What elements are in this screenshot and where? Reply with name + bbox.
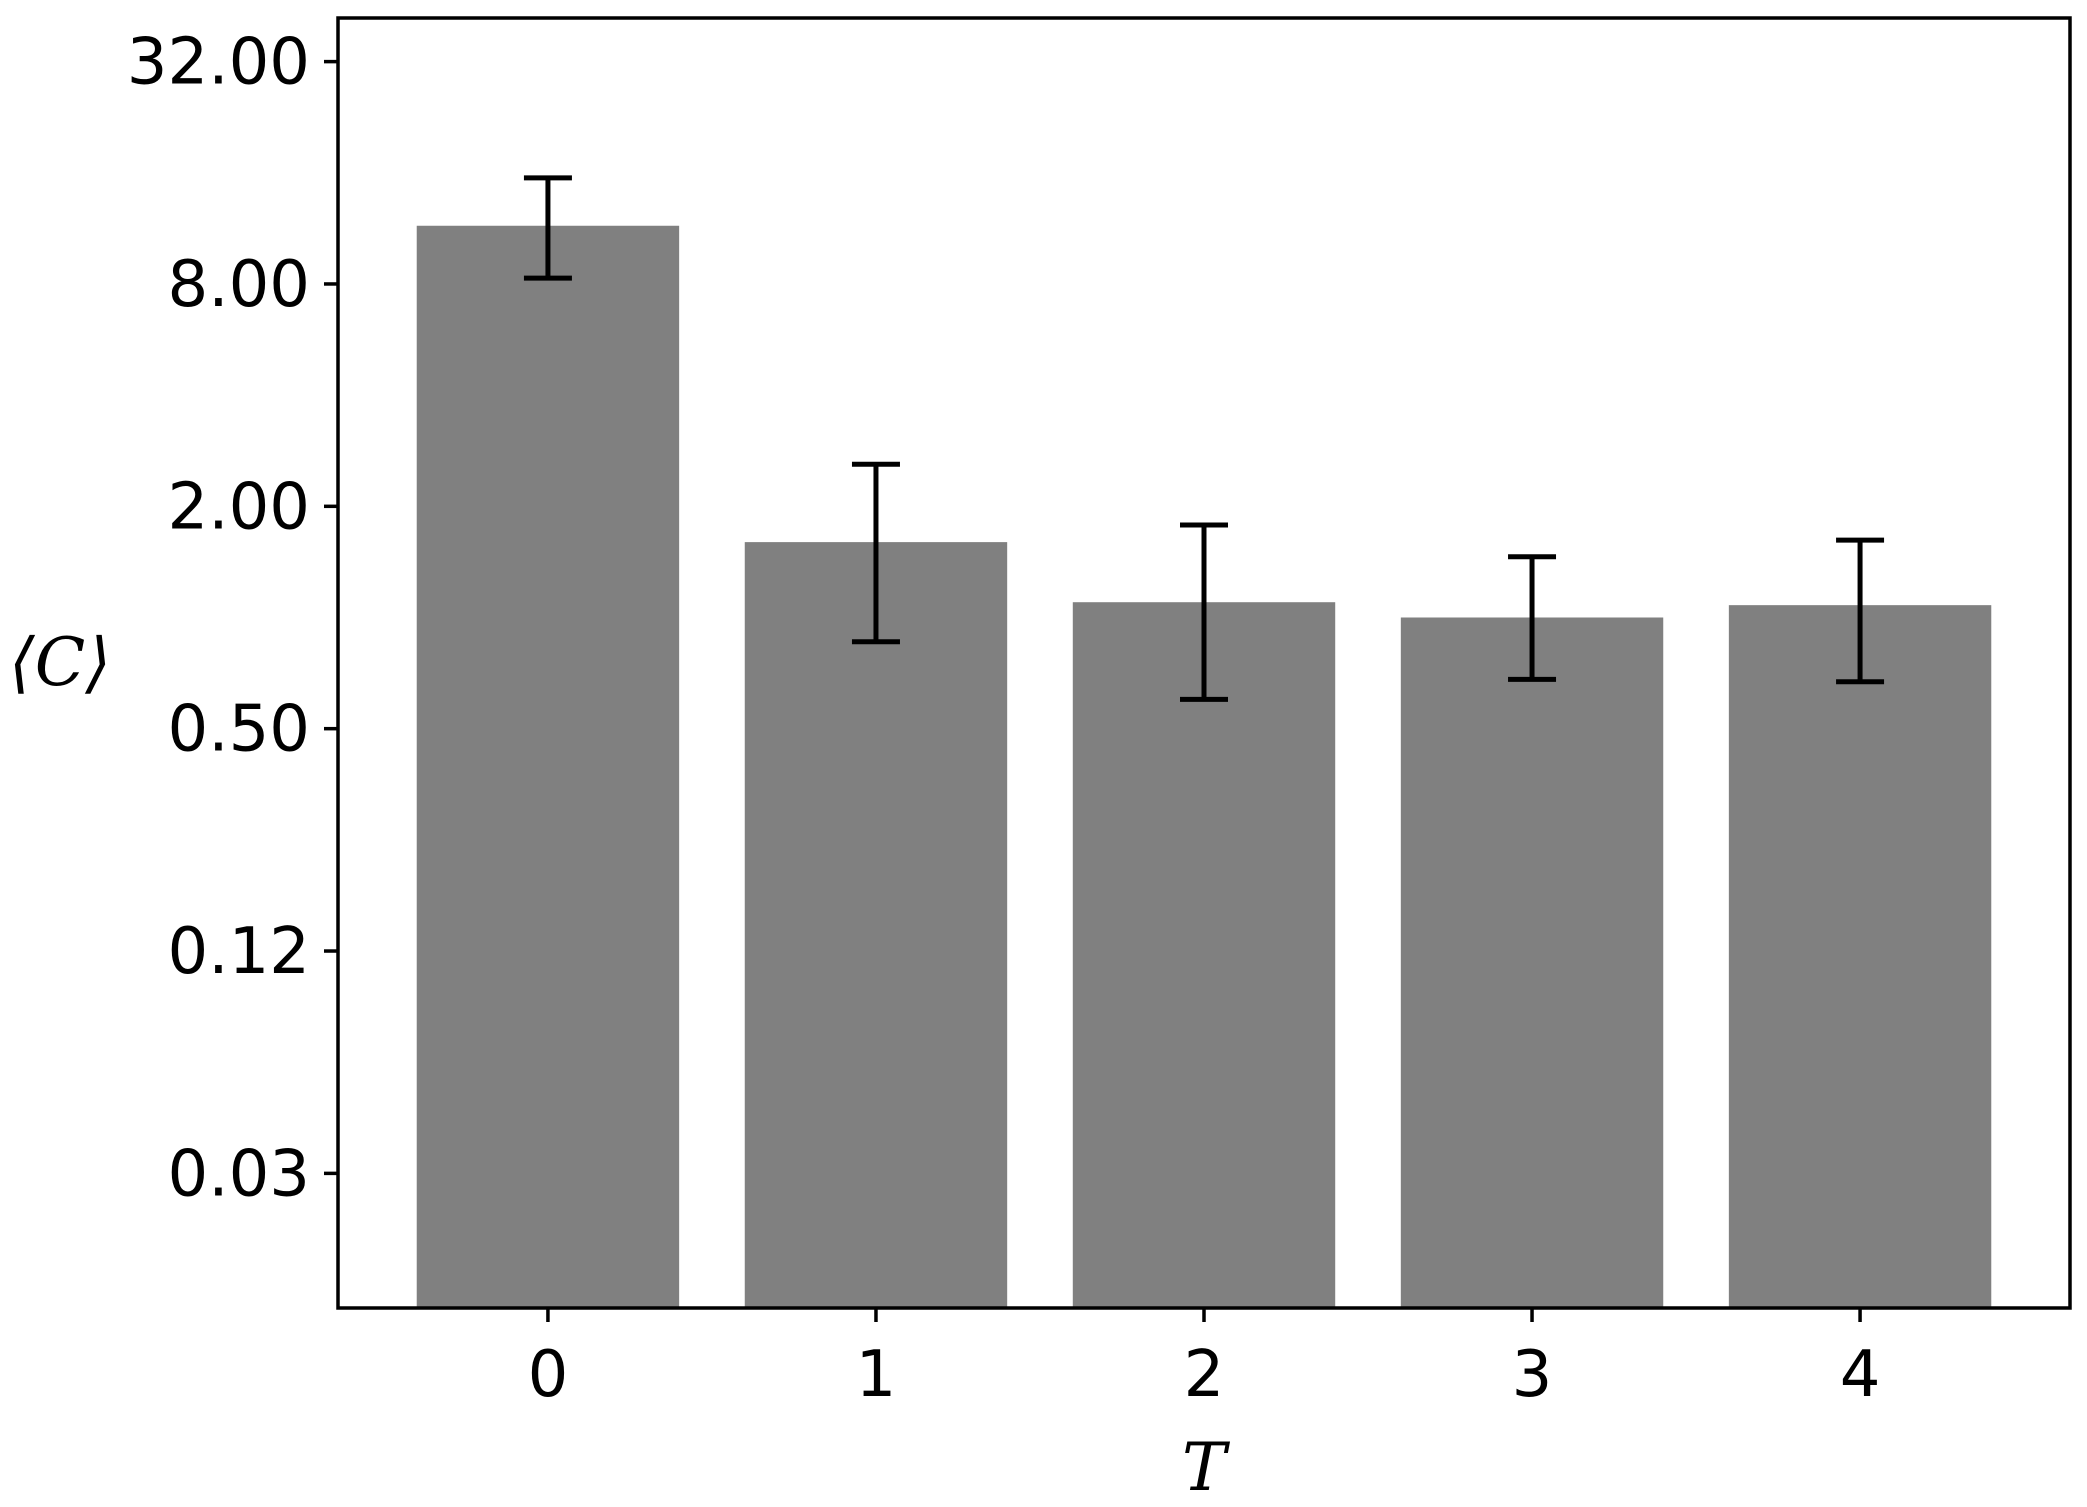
y-tick-label: 8.00 xyxy=(168,248,311,322)
bar-3 xyxy=(1400,617,1664,1308)
bar-0 xyxy=(416,225,680,1308)
error-bar-1 xyxy=(851,461,900,645)
y-axis: 0.03 0.12 0.50 2.00 8.00 32.00 xyxy=(127,26,338,1211)
y-tick-label: 2.00 xyxy=(168,470,311,544)
x-tick-label: 4 xyxy=(1840,1338,1881,1412)
x-tick-label: 3 xyxy=(1512,1338,1553,1412)
bar-2 xyxy=(1072,602,1336,1308)
error-bar-2 xyxy=(1180,522,1228,702)
x-tick-label: 2 xyxy=(1184,1338,1225,1412)
bar-4 xyxy=(1728,605,1992,1308)
error-bar-4 xyxy=(1836,537,1885,685)
x-axis: 0 1 2 3 4 xyxy=(528,1308,1881,1412)
error-bar-3 xyxy=(1508,554,1557,682)
bar-1 xyxy=(744,542,1008,1308)
y-tick-label: 0.50 xyxy=(168,693,311,767)
y-tick-label: 0.03 xyxy=(168,1137,311,1211)
x-tick-label: 1 xyxy=(856,1338,897,1412)
y-tick-label: 0.12 xyxy=(168,915,311,989)
error-bars-group xyxy=(523,175,1885,702)
bars-group xyxy=(416,225,1992,1308)
x-axis-label: T xyxy=(1182,1429,1231,1506)
y-tick-label: 32.00 xyxy=(127,26,310,100)
y-axis-label: ⟨C⟩ xyxy=(9,624,111,701)
x-tick-label: 0 xyxy=(528,1338,569,1412)
error-bar-0 xyxy=(523,175,572,281)
